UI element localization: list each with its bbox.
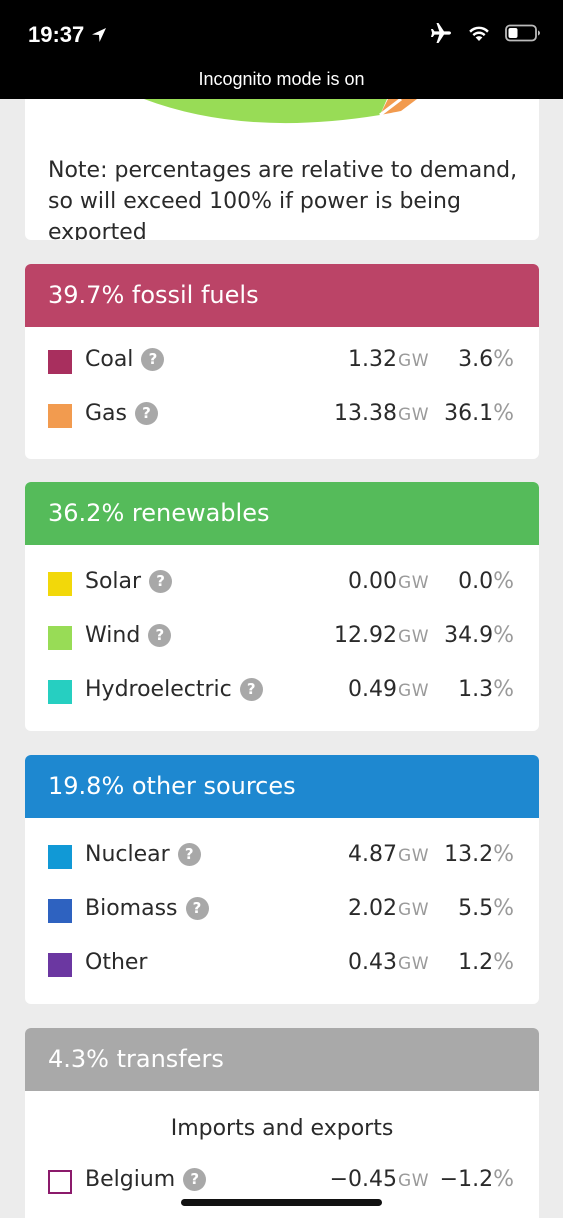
source-name: Nuclear: [85, 842, 170, 867]
color-swatch: [48, 680, 72, 704]
group-header-renewables: 36.2% renewables: [25, 482, 539, 545]
pie-note-text: Note: percentages are relative to demand…: [48, 158, 518, 240]
color-swatch: [48, 626, 72, 650]
source-pct: 0.0%: [458, 569, 514, 594]
source-row-wind: Wind ? 12.92GW 34.9%: [25, 611, 539, 665]
help-icon[interactable]: ?: [135, 402, 158, 425]
source-gw: 1.32GW: [348, 347, 429, 372]
imports-exports-heading: Imports and exports: [170, 1116, 394, 1141]
group-card-fossil-fuels: 39.7% fossil fuels Coal ? 1.32GW 3.6% Ga…: [25, 264, 539, 459]
clock-text: 19:37: [28, 22, 85, 47]
source-gw: 0.00GW: [348, 569, 429, 594]
color-swatch: [48, 899, 72, 923]
group-card-other-sources: 19.8% other sources Nuclear ? 4.87GW 13.…: [25, 755, 539, 1004]
source-pct: 13.2%: [444, 842, 514, 867]
source-row-gas: Gas ? 13.38GW 36.1%: [25, 389, 539, 443]
source-name: Other: [85, 950, 148, 975]
source-name: Hydroelectric: [85, 677, 232, 702]
status-bar: 19:37 Incognito mode is on: [0, 0, 563, 99]
help-icon[interactable]: ?: [141, 348, 165, 371]
transfer-row-belgium: Belgium ? −0.45GW −1.2%: [25, 1155, 539, 1209]
source-row-coal: Coal ? 1.32GW 3.6%: [25, 335, 539, 389]
source-name: Solar: [85, 569, 142, 594]
status-time: 19:37: [28, 22, 108, 48]
pie-chart-fragment: [144, 99, 417, 124]
pie-slice-wind: [144, 99, 387, 124]
source-gw: 0.49GW: [348, 677, 429, 702]
status-icons: [429, 22, 541, 44]
source-pct: 34.9%: [444, 623, 514, 648]
source-row-hydroelectric: Hydroelectric ? 0.49GW 1.3%: [25, 665, 539, 719]
help-icon[interactable]: ?: [148, 624, 172, 647]
group-header-transfers: 4.3% transfers: [25, 1028, 539, 1091]
transfer-gw: −0.45GW: [329, 1167, 429, 1192]
pie-slice-gas: [380, 99, 417, 115]
help-icon[interactable]: ?: [149, 570, 173, 593]
transfer-name: Belgium: [85, 1167, 176, 1192]
location-arrow-icon: [92, 28, 107, 42]
source-pct: 1.3%: [458, 677, 514, 702]
color-swatch: [48, 350, 72, 374]
source-gw: 4.87GW: [348, 842, 429, 867]
color-swatch: [48, 404, 72, 428]
airplane-icon: [431, 23, 451, 43]
source-pct: 5.5%: [458, 896, 514, 921]
source-gw: 2.02GW: [348, 896, 429, 921]
source-row-solar: Solar ? 0.00GW 0.0%: [25, 557, 539, 611]
battery-icon: [505, 24, 540, 42]
source-name: Coal: [85, 347, 134, 372]
color-swatch: [48, 845, 72, 869]
source-name: Biomass: [85, 896, 178, 921]
wifi-icon: [469, 26, 489, 41]
source-gw: 0.43GW: [348, 950, 429, 975]
group-card-renewables: 36.2% renewables Solar ? 0.00GW 0.0% Win…: [25, 482, 539, 731]
group-card-transfers: 4.3% transfers Imports and exports Belgi…: [25, 1028, 539, 1218]
group-header-fossil-fuels: 39.7% fossil fuels: [25, 264, 539, 327]
source-row-nuclear: Nuclear ? 4.87GW 13.2%: [25, 830, 539, 884]
color-swatch: [48, 953, 72, 977]
source-name: Wind: [85, 623, 141, 648]
color-swatch-outline: [48, 1170, 72, 1194]
pie-chart-card: Note: percentages are relative to demand…: [25, 99, 539, 240]
source-pct: 3.6%: [458, 347, 514, 372]
color-swatch: [48, 572, 72, 596]
source-gw: 13.38GW: [334, 401, 429, 426]
help-icon[interactable]: ?: [183, 1168, 207, 1191]
source-row-other: Other 0.43GW 1.2%: [25, 938, 539, 992]
transfer-pct: −1.2%: [439, 1167, 514, 1192]
source-pct: 36.1%: [444, 401, 514, 426]
help-icon[interactable]: ?: [185, 897, 209, 920]
home-indicator[interactable]: [181, 1199, 382, 1206]
source-pct: 1.2%: [458, 950, 514, 975]
source-name: Gas: [85, 401, 127, 426]
incognito-banner: Incognito mode is on: [198, 69, 365, 89]
help-icon[interactable]: ?: [239, 678, 263, 701]
source-gw: 12.92GW: [334, 623, 429, 648]
help-icon[interactable]: ?: [177, 843, 201, 866]
source-row-biomass: Biomass ? 2.02GW 5.5%: [25, 884, 539, 938]
group-header-other-sources: 19.8% other sources: [25, 755, 539, 818]
